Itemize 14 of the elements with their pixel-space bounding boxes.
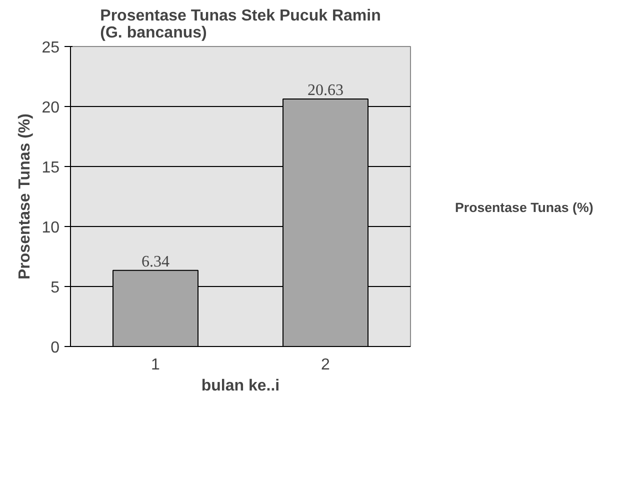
x-axis-title: bulan ke..i bbox=[201, 378, 280, 394]
y-tick-label: 10 bbox=[42, 220, 60, 236]
y-tick-label: 25 bbox=[42, 40, 60, 56]
y-axis-title: Prosentase Tunas (%) bbox=[16, 114, 34, 280]
data-label: 6.34 bbox=[142, 253, 170, 270]
data-label: 20.63 bbox=[308, 82, 344, 99]
y-tick-label: 20 bbox=[42, 100, 60, 116]
chart-title: Prosentase Tunas Stek Pucuk Ramin (G. bancanus) bbox=[100, 8, 381, 42]
x-tick-label: 1 bbox=[151, 356, 160, 374]
y-tick-label: 0 bbox=[50, 340, 60, 356]
x-tick-label: 2 bbox=[321, 356, 330, 374]
y-tick-label: 5 bbox=[50, 280, 60, 296]
text: Prosentase Tunas (%) bbox=[455, 200, 594, 215]
y-tick-label: 15 bbox=[42, 160, 60, 176]
